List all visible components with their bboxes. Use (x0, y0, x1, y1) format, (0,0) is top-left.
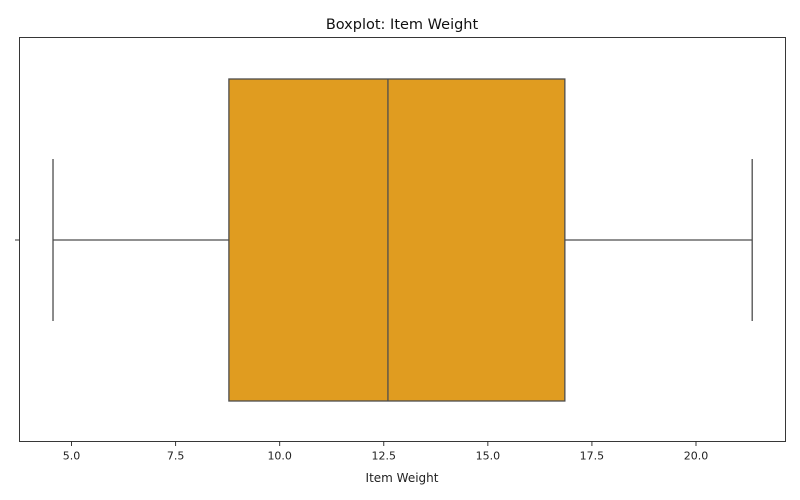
chart-title: Boxplot: Item Weight (326, 17, 479, 33)
plot-frame (19, 37, 786, 442)
x-tick-label: 10.0 (267, 450, 292, 463)
x-tick-label: 17.5 (580, 450, 605, 463)
x-tick-label: 12.5 (372, 450, 397, 463)
x-tick-label: 15.0 (476, 450, 501, 463)
x-tick-label: 7.5 (167, 450, 185, 463)
x-tick-label: 5.0 (63, 450, 81, 463)
iqr-box (228, 78, 566, 402)
x-axis-label: Item Weight (366, 471, 439, 485)
x-tick-label: 20.0 (684, 450, 709, 463)
